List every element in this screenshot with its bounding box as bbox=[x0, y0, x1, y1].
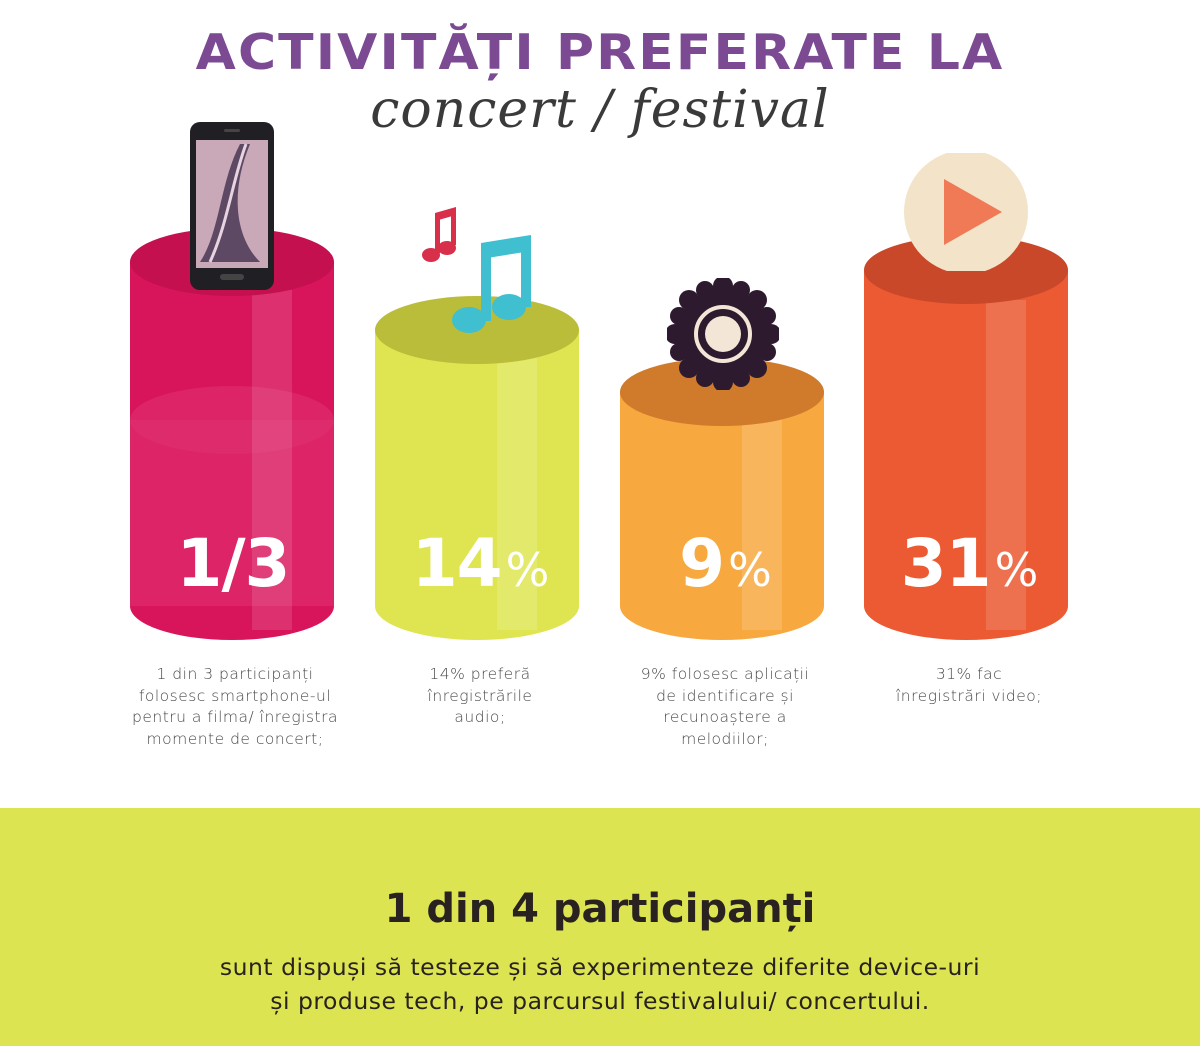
music-notes-icon bbox=[422, 207, 531, 333]
smartphone-icon bbox=[190, 122, 274, 290]
footer-text: sunt dispuși să testeze și să experiment… bbox=[0, 950, 1200, 1018]
cylinder-orange bbox=[620, 358, 824, 640]
stat-value: 1/3 bbox=[176, 525, 291, 602]
stat-caption: 14% preferă înregistrările audio; bbox=[427, 665, 533, 726]
stat-value: 31% bbox=[900, 525, 1039, 602]
page-title: ACTIVITĂȚI PREFERATE LA bbox=[195, 24, 1005, 81]
stat-column-video: 31% 31% fac înregistrări video; bbox=[864, 0, 1074, 800]
stat-value: 14% bbox=[411, 525, 550, 602]
stat-column-smartphone: 1/3 1 din 3 participanți folosesc smartp… bbox=[130, 0, 340, 800]
stat-column-audio: 14% 14% preferă înregistrările audio; bbox=[375, 0, 585, 800]
footer-title: 1 din 4 participanți bbox=[384, 886, 816, 932]
play-icon bbox=[904, 153, 1028, 271]
stat-column-song-recognition: 9% 9% folosesc aplicații de identificare… bbox=[620, 0, 830, 800]
stat-caption: 31% fac înregistrări video; bbox=[896, 665, 1042, 705]
page-subtitle: concert / festival bbox=[370, 80, 830, 140]
cylinder-magenta bbox=[130, 228, 334, 640]
stat-caption: 1 din 3 participanți folosesc smartphone… bbox=[132, 665, 338, 748]
cylinder-red-orange bbox=[864, 236, 1068, 640]
stat-value: 9% bbox=[679, 525, 772, 602]
footer-text-line-1: sunt dispuși să testeze și să experiment… bbox=[219, 953, 981, 981]
cylinder-lime bbox=[375, 296, 579, 640]
footer-band: 1 din 4 participanți sunt dispuși să tes… bbox=[0, 808, 1200, 1046]
song-recognition-icon bbox=[667, 278, 779, 390]
stat-caption: 9% folosesc aplicații de identificare și… bbox=[640, 665, 810, 748]
footer-text-line-2: și produse tech, pe parcursul festivalul… bbox=[270, 987, 930, 1015]
